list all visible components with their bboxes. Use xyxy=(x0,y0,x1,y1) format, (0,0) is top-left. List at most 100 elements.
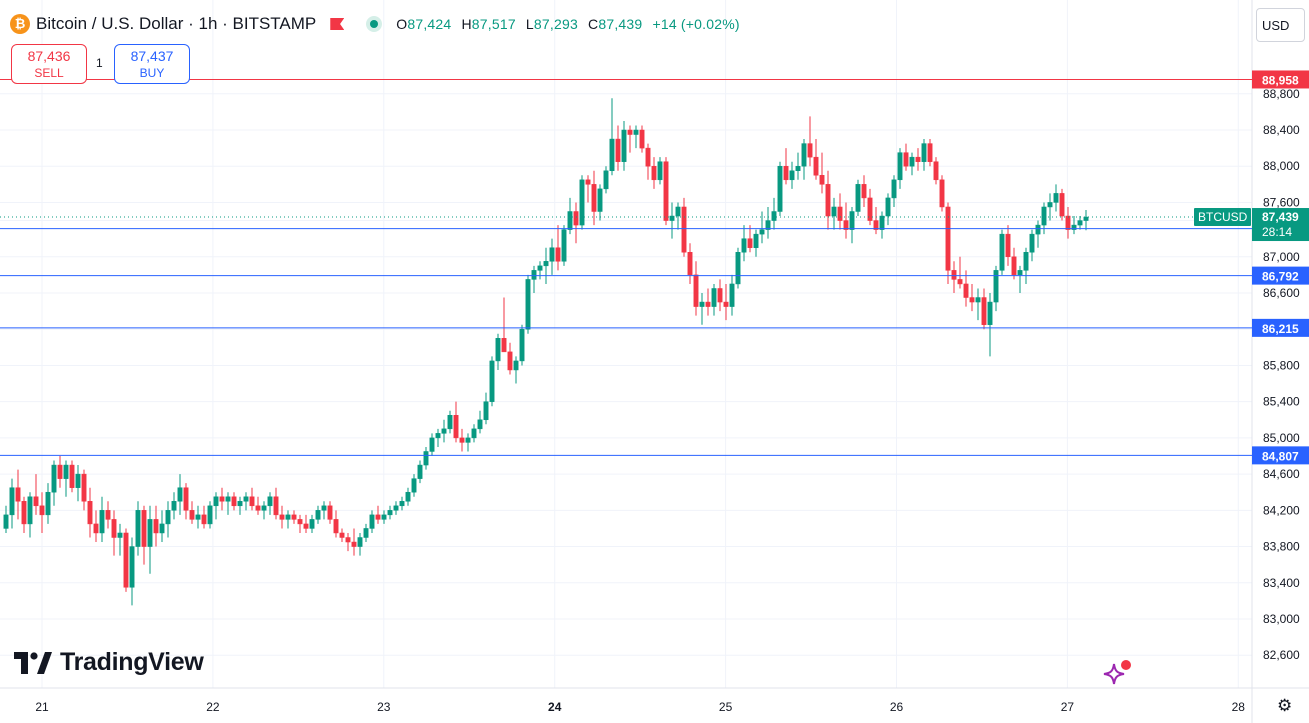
candle-body xyxy=(933,161,939,181)
candle-body xyxy=(1077,220,1083,226)
candle-body xyxy=(129,546,135,588)
candle-body xyxy=(945,206,951,271)
candle-body xyxy=(63,464,69,479)
level-label-bg xyxy=(1252,70,1309,89)
candle-body xyxy=(921,143,927,162)
y-tick-label: 83,800 xyxy=(1263,540,1300,554)
candle-body xyxy=(387,510,393,516)
candle-body xyxy=(813,156,819,176)
candle-body xyxy=(879,215,885,230)
candle-body xyxy=(765,220,771,230)
level-label: 86,792 xyxy=(1262,270,1299,284)
candle-body xyxy=(687,252,693,276)
candle-body xyxy=(1083,216,1089,221)
candle-body xyxy=(531,270,537,280)
y-tick-label: 85,800 xyxy=(1263,358,1300,372)
gear-icon[interactable]: ⚙ xyxy=(1277,696,1293,715)
candle-body xyxy=(399,501,405,507)
candle-body xyxy=(243,496,249,502)
branding-text: TradingView xyxy=(60,648,204,676)
high-label: H xyxy=(461,16,472,32)
candle-body xyxy=(1005,233,1011,258)
symbol-title[interactable]: Bitcoin / U.S. Dollar · 1h · BITSTAMP xyxy=(36,14,317,33)
candle-body xyxy=(963,283,969,298)
candle-body xyxy=(975,297,981,303)
candle-body xyxy=(381,514,387,520)
candle-body xyxy=(741,238,747,253)
candle-body xyxy=(693,274,699,307)
candle-body xyxy=(669,215,675,221)
candle-body xyxy=(3,514,9,529)
candle-body xyxy=(141,510,147,547)
candle-body xyxy=(999,233,1005,271)
flag-icon[interactable] xyxy=(330,18,345,30)
candle-body xyxy=(369,514,375,529)
candle-body xyxy=(519,328,525,362)
tradingview-logo: TradingView xyxy=(14,648,204,677)
y-tick-label: 87,000 xyxy=(1263,250,1300,264)
candle-body xyxy=(423,451,429,466)
candle-body xyxy=(843,220,849,230)
sparkle-icon[interactable] xyxy=(1100,658,1134,688)
candle-body xyxy=(1059,193,1065,217)
candle-body xyxy=(111,519,117,538)
candle-body xyxy=(45,491,51,516)
level-label-bg xyxy=(1252,318,1309,337)
candle-body xyxy=(189,510,195,520)
candle-body xyxy=(993,270,999,303)
candle-body xyxy=(453,415,459,439)
y-tick-label: 83,000 xyxy=(1263,612,1300,626)
quantity[interactable]: 1 xyxy=(96,56,103,70)
candle-body xyxy=(357,537,363,547)
candle-body xyxy=(471,428,477,439)
candle-body xyxy=(171,501,177,511)
buy-button[interactable]: 87,437 BUY xyxy=(114,44,190,84)
candle-body xyxy=(657,161,663,181)
candle-body xyxy=(747,238,753,248)
candle-body xyxy=(1035,224,1041,235)
candle-body xyxy=(345,537,351,543)
candle-body xyxy=(1071,224,1077,230)
candle-body xyxy=(249,496,255,507)
candle-body xyxy=(1041,206,1047,226)
level-label: 86,215 xyxy=(1262,322,1299,336)
candle-body xyxy=(855,184,861,212)
last-price-tag xyxy=(1252,208,1309,242)
candle-body xyxy=(321,505,327,511)
candle-body xyxy=(849,211,855,230)
candle-body xyxy=(549,247,555,262)
candle-body xyxy=(573,211,579,226)
candle-body xyxy=(333,519,339,534)
candle-body xyxy=(705,301,711,307)
candle-body xyxy=(645,147,651,167)
candle-body xyxy=(513,360,519,371)
high-value: 87,517 xyxy=(471,16,516,32)
candle-body xyxy=(39,505,45,516)
candle-body xyxy=(75,473,81,488)
candle-body xyxy=(99,510,105,534)
sell-price: 87,436 xyxy=(27,48,71,64)
sell-button[interactable]: 87,436 SELL xyxy=(11,44,87,84)
level-label-bg xyxy=(1252,446,1309,465)
candle-body xyxy=(609,138,615,172)
candle-body xyxy=(69,464,75,488)
close-value: 87,439 xyxy=(598,16,643,32)
candle-body xyxy=(927,143,933,162)
candle-body xyxy=(81,473,87,502)
candle-body xyxy=(135,510,141,547)
candle-body xyxy=(1011,256,1017,276)
currency-selector[interactable]: USD xyxy=(1256,8,1305,42)
candle-body xyxy=(351,541,357,547)
x-tick-label: 26 xyxy=(890,700,904,714)
candle-body xyxy=(771,211,777,221)
buy-price: 87,437 xyxy=(130,48,174,64)
candle-body xyxy=(483,401,489,421)
candle-body xyxy=(651,165,657,181)
candle-body xyxy=(207,505,213,525)
candle-body xyxy=(21,501,27,525)
candle-body xyxy=(603,170,609,190)
candle-body xyxy=(903,152,909,167)
x-tick-label: 25 xyxy=(719,700,733,714)
candle-body xyxy=(543,261,549,267)
